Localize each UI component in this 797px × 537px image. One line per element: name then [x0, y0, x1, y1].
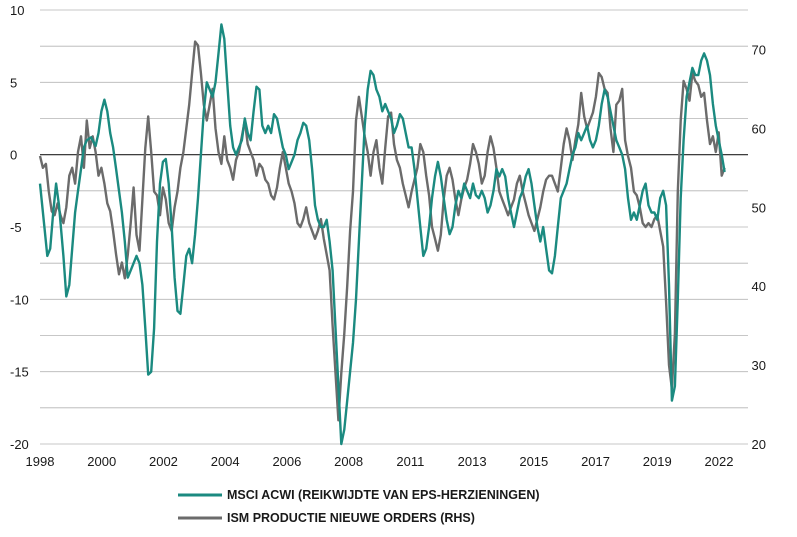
x-tick-label: 2017: [581, 454, 610, 469]
left-tick-label: -10: [10, 292, 29, 307]
x-tick-label: 2006: [272, 454, 301, 469]
left-tick-label: -20: [10, 437, 29, 452]
series-line-ism: [38, 40, 726, 422]
series-layer: [38, 23, 726, 446]
grid-lines: [40, 9, 748, 445]
series-line-msci: [38, 23, 726, 446]
x-axis-ticks: 1998 2000 2002 2004 2006 2008 2011 2013 2015 2017…: [26, 454, 734, 469]
x-tick-label: 2008: [334, 454, 363, 469]
legend: MSCI ACWI (REIKWIJDTE VAN EPS-HERZIENING…: [178, 488, 540, 525]
right-tick-label: 30: [752, 358, 766, 373]
right-axis-ticks: 70 60 50 40 30 20: [752, 42, 766, 452]
left-tick-label: 10: [10, 3, 24, 18]
x-tick-label: 2013: [458, 454, 487, 469]
left-tick-label: -15: [10, 365, 29, 380]
x-tick-label: 2015: [519, 454, 548, 469]
right-tick-label: 20: [752, 437, 766, 452]
x-tick-label: 2019: [643, 454, 672, 469]
left-tick-label: 0: [10, 148, 17, 163]
x-tick-label: 1998: [26, 454, 55, 469]
right-tick-label: 60: [752, 121, 766, 136]
x-tick-label: 2011: [396, 454, 424, 469]
legend-label-msci: MSCI ACWI (REIKWIJDTE VAN EPS-HERZIENING…: [227, 488, 540, 502]
x-tick-label: 2022: [705, 454, 734, 469]
x-tick-label: 2000: [87, 454, 116, 469]
legend-label-ism: ISM PRODUCTIE NIEUWE ORDERS (RHS): [227, 511, 475, 525]
left-tick-label: 5: [10, 75, 17, 90]
left-axis-ticks: 10 5 0 -5 -10 -15 -20: [10, 3, 29, 452]
right-tick-label: 50: [752, 200, 766, 215]
left-tick-label: -5: [10, 220, 22, 235]
right-tick-label: 40: [752, 279, 766, 294]
x-tick-label: 2002: [149, 454, 178, 469]
right-tick-label: 70: [752, 42, 766, 57]
x-tick-label: 2004: [211, 454, 240, 469]
